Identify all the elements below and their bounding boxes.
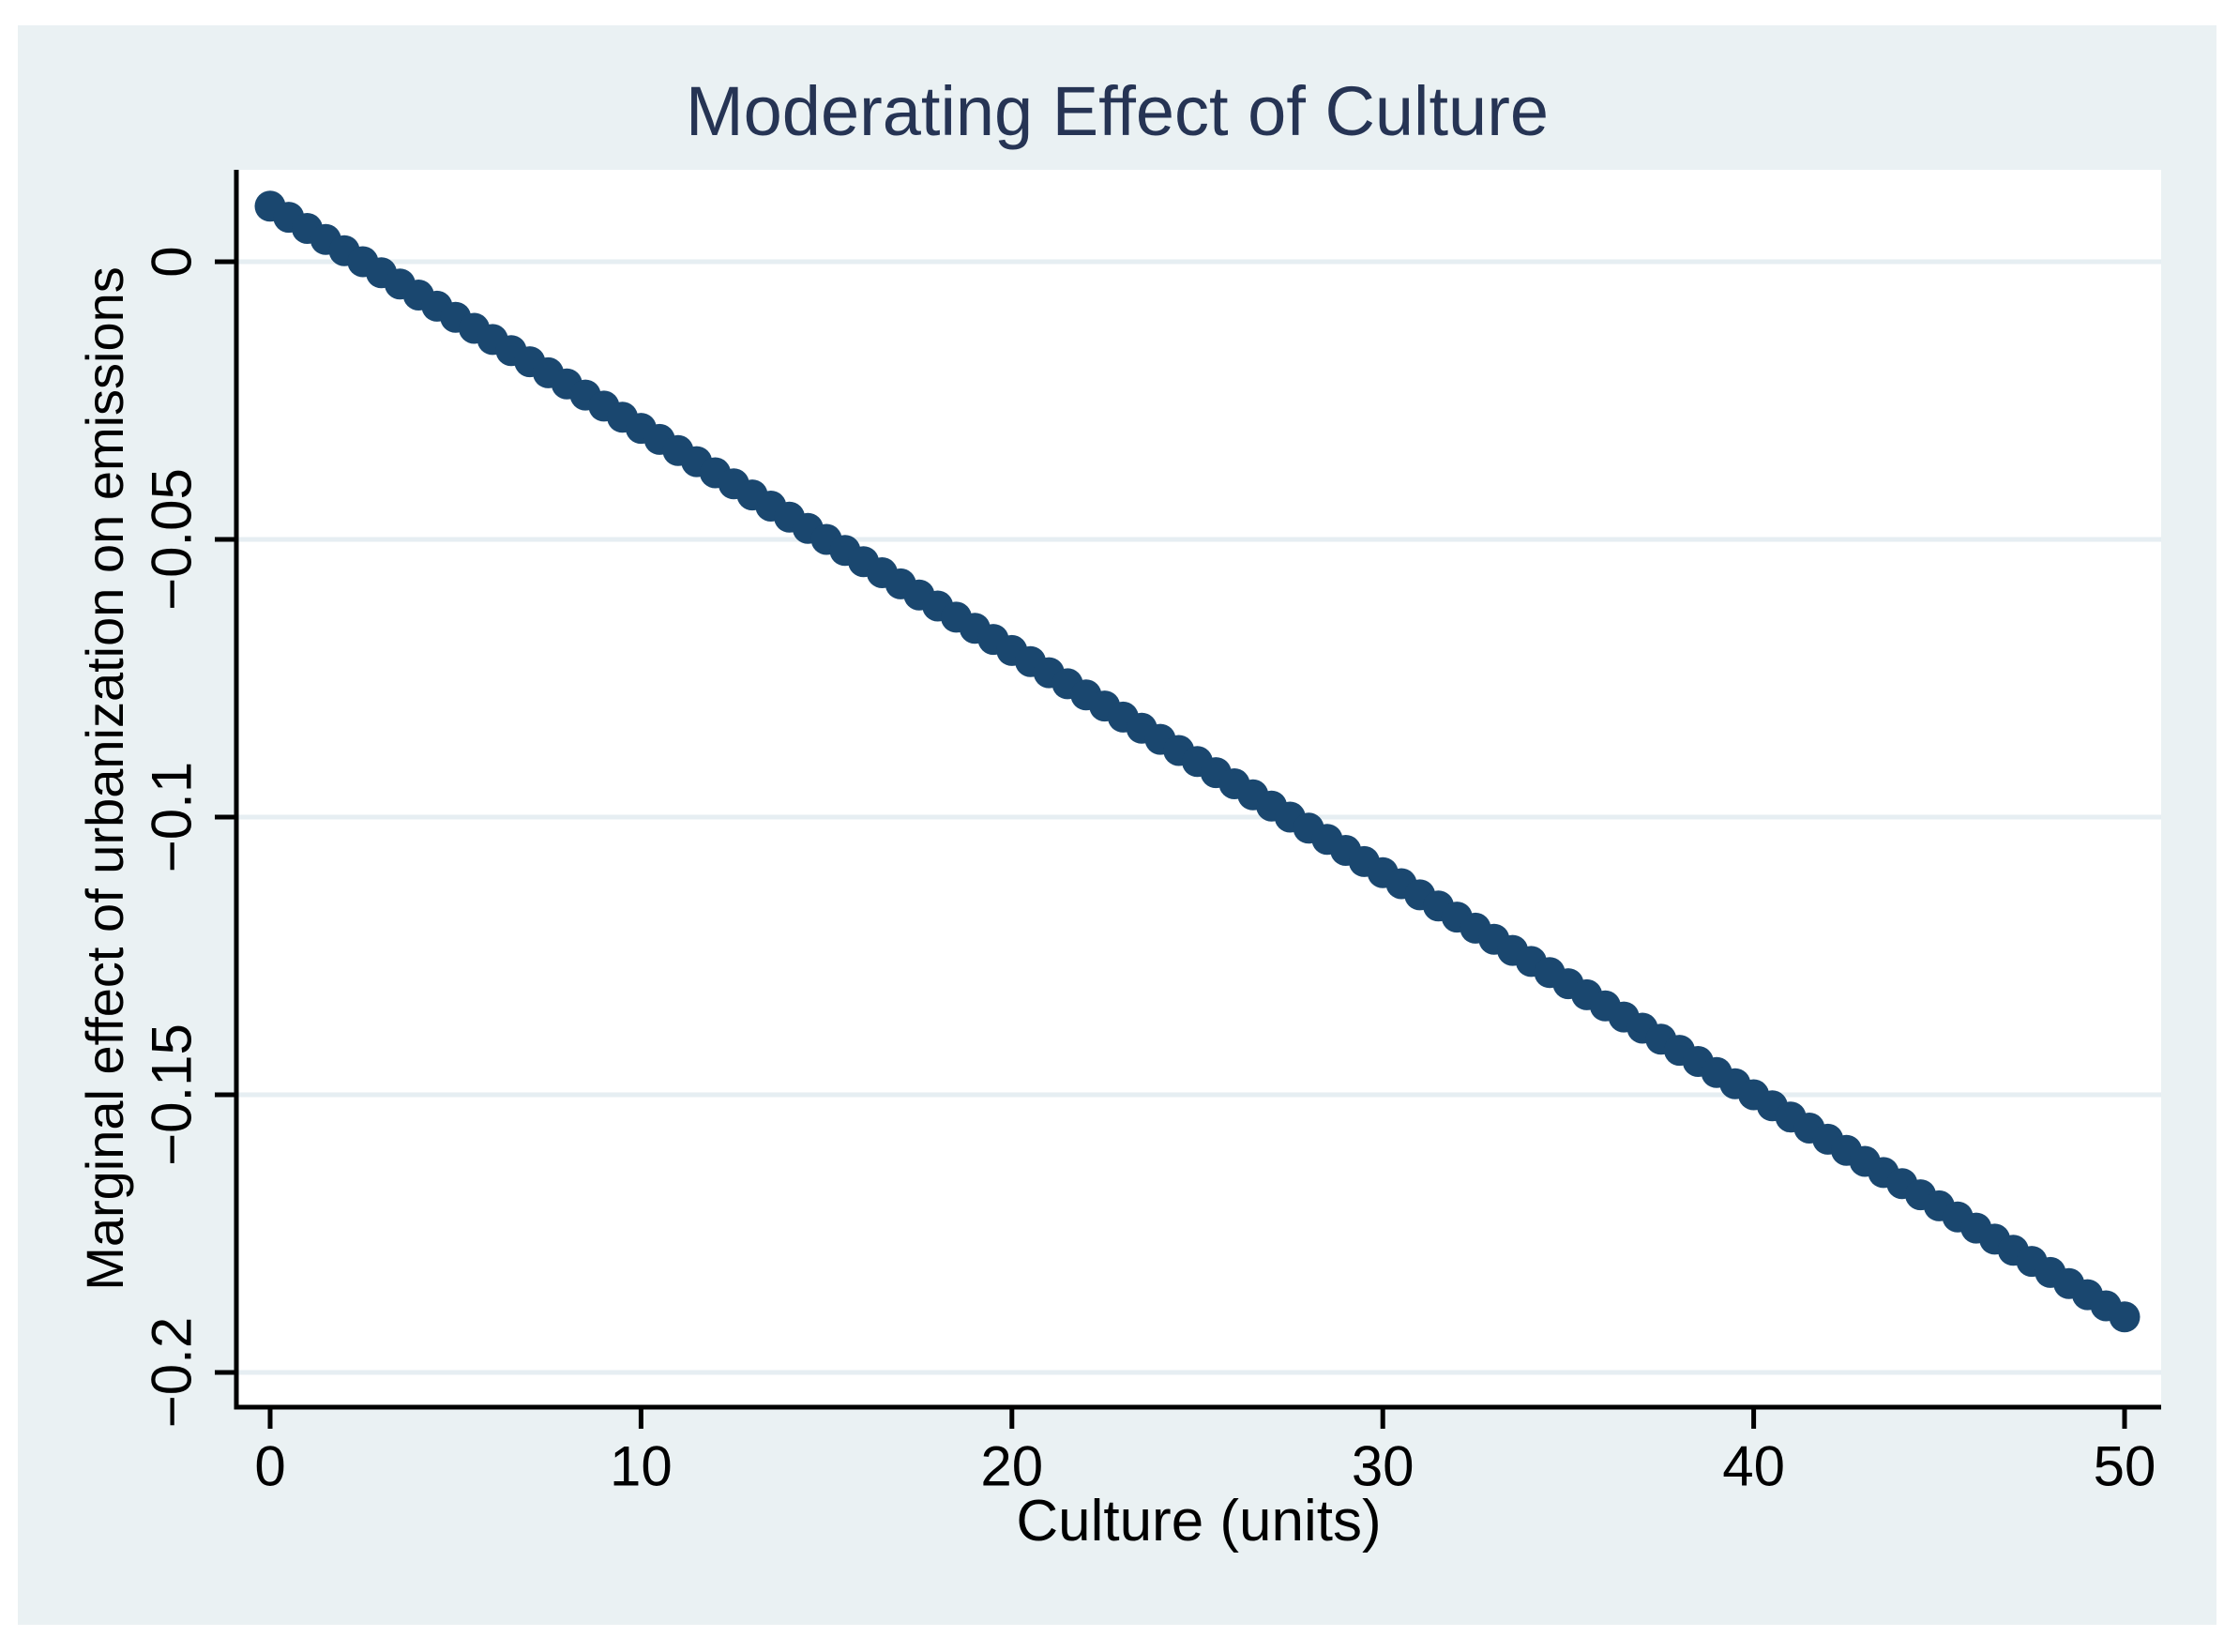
x-tick-label: 50 xyxy=(2094,1435,2156,1498)
data-point xyxy=(2109,1301,2141,1333)
y-tick-label: −0.1 xyxy=(141,762,204,872)
x-tick-label: 0 xyxy=(254,1435,285,1498)
x-tick-label: 40 xyxy=(1722,1435,1785,1498)
y-tick-label: −0.15 xyxy=(141,1023,204,1166)
chart-title: Moderating Effect of Culture xyxy=(685,72,1549,150)
x-tick-label: 20 xyxy=(980,1435,1043,1498)
x-tick-label: 10 xyxy=(610,1435,673,1498)
x-tick-label: 30 xyxy=(1352,1435,1415,1498)
y-tick-label: −0.2 xyxy=(141,1317,204,1428)
y-tick-label: −0.05 xyxy=(141,468,204,611)
x-axis-title: Culture (units) xyxy=(1016,1489,1382,1553)
y-tick-label: 0 xyxy=(141,246,204,277)
y-axis-title: Marginal effect of urbanization on emiss… xyxy=(75,266,134,1291)
